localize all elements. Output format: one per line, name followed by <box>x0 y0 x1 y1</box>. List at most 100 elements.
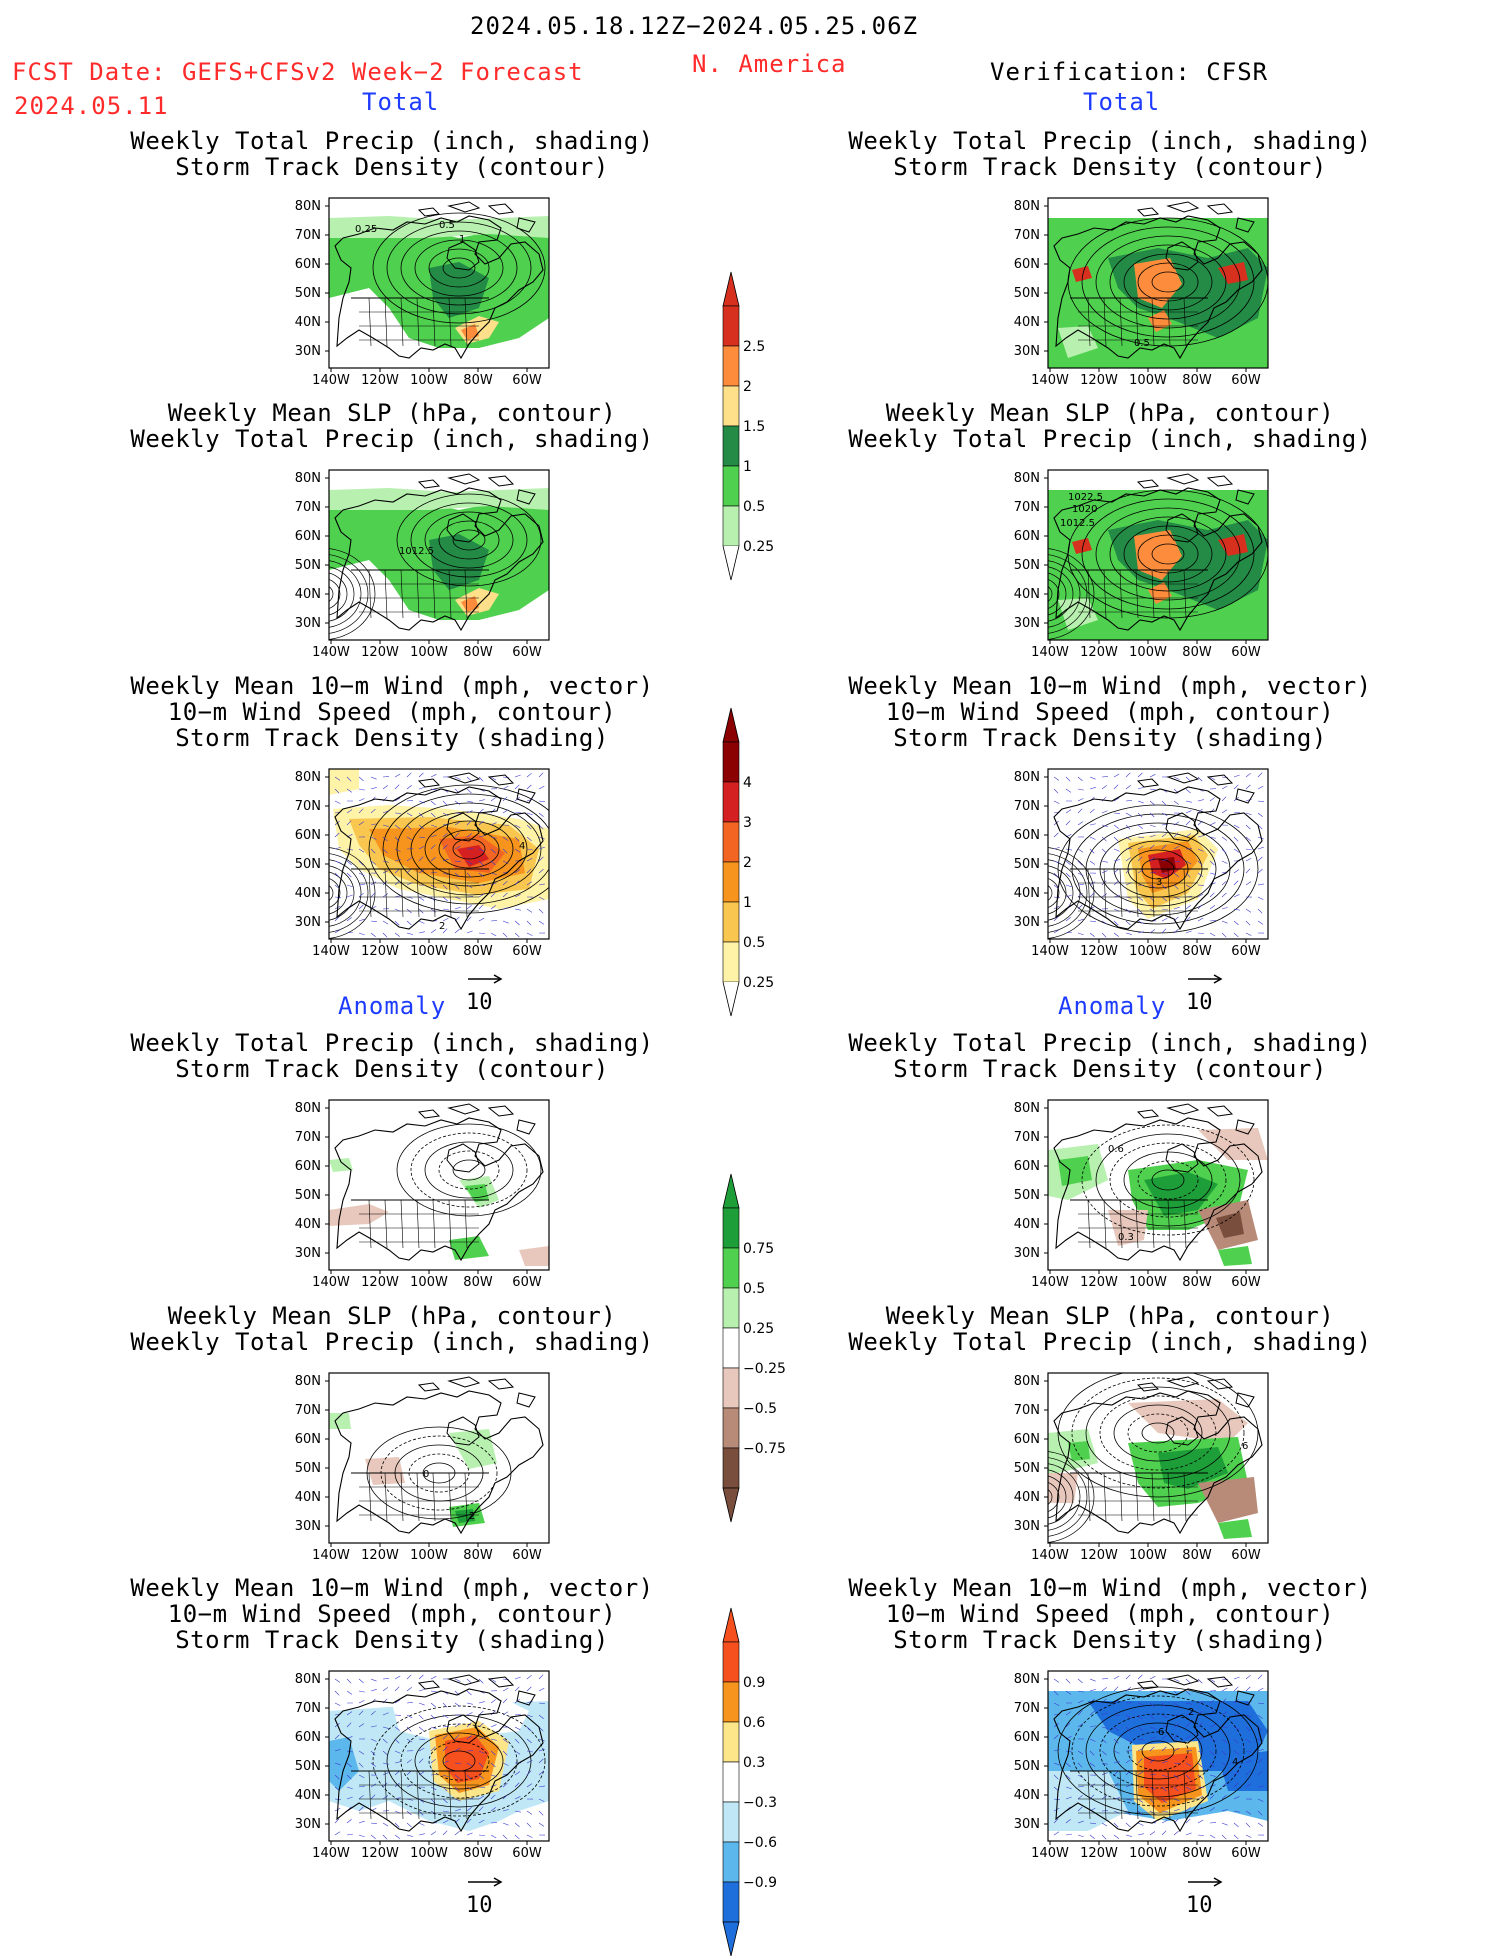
lon-tick-label: 120W <box>361 1548 399 1563</box>
verification-label: Verification: CFSR <box>990 58 1268 86</box>
lon-tick-label: 120W <box>361 1275 399 1290</box>
lat-tick-label: 40N <box>1014 1490 1040 1505</box>
lat-tick-label: 70N <box>295 228 321 243</box>
lon-tick-label: 100W <box>410 1846 448 1861</box>
vector-reference: 10 <box>1186 965 1226 1015</box>
contour-label: 6 <box>1158 1727 1164 1738</box>
arrow-right-icon <box>1186 1877 1226 1887</box>
panel-title: Weekly Mean 10−m Wind (mph, vector)10−m … <box>800 1575 1420 1653</box>
lat-tick-label: 80N <box>295 199 321 214</box>
lat-tick-label: 40N <box>295 587 321 602</box>
lon-tick-label: 120W <box>361 1846 399 1861</box>
colorbar-segment <box>723 782 739 822</box>
colorbar-cap <box>723 546 739 580</box>
contour-label: 2 <box>1188 1707 1194 1718</box>
colorbar-label: −0.75 <box>743 1441 786 1457</box>
lon-tick-label: 80W <box>1182 1846 1212 1861</box>
colorbar-label: 0.25 <box>743 539 774 555</box>
lon-tick-label: 80W <box>1182 645 1212 660</box>
colorbar-segment <box>723 426 739 466</box>
lat-tick-label: 60N <box>1014 828 1040 843</box>
contour-label: 2 <box>469 1511 475 1522</box>
colorbar-label: 2 <box>743 379 752 395</box>
colorbar-segment <box>723 1882 739 1922</box>
colorbar-segment <box>723 1368 739 1408</box>
lon-tick-label: 60W <box>512 645 542 660</box>
colorbar-label: −0.3 <box>743 1795 777 1811</box>
lat-tick-label: 70N <box>1014 228 1040 243</box>
lat-tick-label: 80N <box>295 770 321 785</box>
lat-tick-label: 50N <box>295 1188 321 1203</box>
panel-title: Weekly Mean 10−m Wind (mph, vector)10−m … <box>82 1575 702 1653</box>
lat-tick-label: 60N <box>295 1159 321 1174</box>
lon-tick-label: 60W <box>512 1275 542 1290</box>
lon-tick-label: 80W <box>463 1275 493 1290</box>
colorbar-segment <box>723 506 739 546</box>
colorbar-label: 1 <box>743 459 752 475</box>
colorbar-label: 2 <box>743 855 752 871</box>
lon-tick-label: 80W <box>463 645 493 660</box>
contour-label: 2 <box>439 921 445 932</box>
lat-tick-label: 80N <box>295 1101 321 1116</box>
lon-tick-label: 140W <box>312 1846 350 1861</box>
colorbar-label: 1.5 <box>743 419 765 435</box>
colorbar-label: 0.75 <box>743 1241 774 1257</box>
colorbar-cap <box>723 1608 739 1642</box>
lon-tick-label: 80W <box>463 944 493 959</box>
lat-tick-label: 50N <box>295 1759 321 1774</box>
colorbar-segment <box>723 1248 739 1288</box>
lat-tick-label: 50N <box>1014 1759 1040 1774</box>
panel-title: Weekly Total Precip (inch, shading)Storm… <box>82 1030 702 1082</box>
contour-label: 0.5 <box>439 220 455 231</box>
lon-tick-label: 100W <box>410 1275 448 1290</box>
section-total-right: Total <box>1083 88 1160 116</box>
colorbar-label: 4 <box>743 775 752 791</box>
lat-tick-label: 40N <box>1014 1217 1040 1232</box>
lon-tick-label: 120W <box>1080 645 1118 660</box>
lat-tick-label: 50N <box>1014 558 1040 573</box>
colorbar-cap <box>723 1922 739 1956</box>
lon-tick-label: 60W <box>512 1846 542 1861</box>
lat-tick-label: 30N <box>295 915 321 930</box>
lat-tick-label: 60N <box>1014 1159 1040 1174</box>
lon-tick-label: 100W <box>1129 1275 1167 1290</box>
panel-title: Weekly Mean SLP (hPa, contour)Weekly Tot… <box>800 1303 1420 1355</box>
lon-tick-label: 60W <box>512 373 542 388</box>
lat-tick-label: 50N <box>1014 857 1040 872</box>
colorbar-cap <box>723 982 739 1016</box>
lat-tick-label: 70N <box>1014 799 1040 814</box>
colorbar-cap <box>723 1174 739 1208</box>
lon-tick-label: 140W <box>312 1275 350 1290</box>
arrow-right-icon <box>1186 974 1226 984</box>
lat-tick-label: 30N <box>295 1817 321 1832</box>
colorbar-label: 0.25 <box>743 1321 774 1337</box>
lat-tick-label: 30N <box>295 616 321 631</box>
lon-tick-label: 120W <box>361 944 399 959</box>
colorbar-segment <box>723 1842 739 1882</box>
lat-tick-label: 60N <box>295 529 321 544</box>
colorbar-segment <box>723 902 739 942</box>
lat-tick-label: 50N <box>1014 1188 1040 1203</box>
contour-label: 0.25 <box>355 224 377 235</box>
lon-tick-label: 140W <box>1031 1275 1069 1290</box>
arrow-right-icon <box>466 1877 506 1887</box>
contour-label: 0.3 <box>1118 1232 1134 1243</box>
colorbar-segment <box>723 1762 739 1802</box>
lon-tick-label: 140W <box>1031 1548 1069 1563</box>
colorbar-label: 0.5 <box>743 1281 765 1297</box>
colorbar-segment <box>723 1328 739 1368</box>
lat-tick-label: 40N <box>295 1788 321 1803</box>
vector-reference: 10 <box>466 1868 506 1918</box>
panel-title: Weekly Mean SLP (hPa, contour)Weekly Tot… <box>800 400 1420 452</box>
colorbar-segment <box>723 386 739 426</box>
contour-label: 1012.5 <box>1060 518 1095 529</box>
